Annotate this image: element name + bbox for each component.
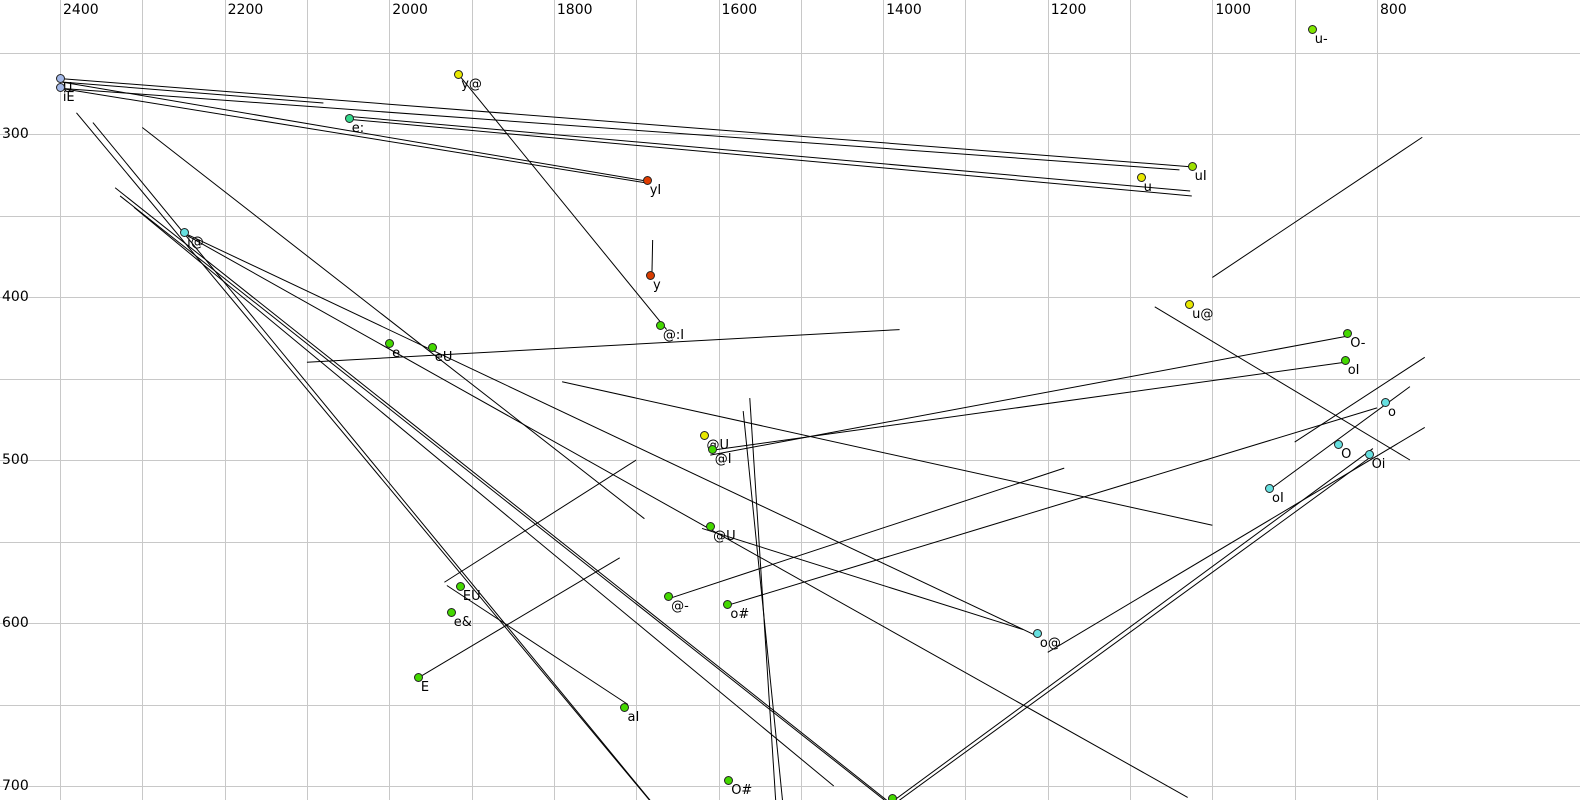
vowel-data-point[interactable] (1307, 24, 1317, 34)
x-axis-tick-label: 1600 (721, 2, 758, 18)
vowel-point-label: o@ (1039, 636, 1061, 652)
vowel-point-label: oI (1347, 362, 1360, 378)
y-axis-tick-label: 700 (2, 778, 29, 794)
vowel-data-point[interactable] (655, 321, 665, 331)
vowel-point-label: EU (462, 589, 481, 605)
vowel-point-label: u (1143, 180, 1152, 195)
vowel-data-point[interactable] (620, 702, 630, 712)
vowel-point-label: @I (714, 452, 732, 468)
vowel-point-label: u- (1314, 31, 1328, 47)
vowel-data-point[interactable] (1364, 450, 1374, 460)
vowel-point-label: y (653, 277, 661, 293)
x-axis-tick-label: 1400 (886, 2, 922, 18)
vowel-data-point[interactable] (723, 600, 733, 610)
vowel-point-label: U (62, 80, 73, 96)
y-axis-tick-label: 300 (2, 126, 29, 142)
vowel-point-label: e (392, 346, 401, 362)
vowel-data-point[interactable] (385, 339, 395, 349)
vowel-point-label: i@ (187, 235, 204, 251)
vowel-point-label: @:I (662, 328, 685, 344)
x-axis-tick-label: 1000 (1215, 2, 1252, 18)
vowel-point-label: O- (1350, 336, 1366, 352)
vowel-point-label: y@ (461, 77, 482, 93)
vowel-point-label: o# (730, 607, 750, 623)
vowel-data-point[interactable] (707, 445, 717, 455)
vowel-data-point[interactable] (1381, 397, 1391, 407)
vowel-point-label: o (1388, 404, 1397, 420)
vowel-data-point[interactable] (888, 794, 897, 800)
vowel-data-point[interactable] (454, 70, 464, 80)
vowel-data-point[interactable] (1032, 629, 1042, 639)
vowel-data-point[interactable] (1136, 173, 1146, 182)
x-axis-tick-label: 1200 (1050, 2, 1087, 18)
vowel-point-label: E (420, 680, 430, 696)
vowel-data-point[interactable] (724, 776, 734, 786)
vowel-data-point[interactable] (706, 521, 716, 531)
vowel-point-label: @U (713, 528, 736, 544)
vowel-point-label: eU (434, 349, 453, 365)
vowel-point-label: u@ (1192, 307, 1214, 323)
vowel-data-point[interactable] (55, 83, 65, 93)
vowel-data-point[interactable] (455, 582, 465, 592)
vowel-point-label: uI (1194, 168, 1207, 184)
vowel-data-point[interactable] (664, 591, 674, 601)
vowel-point-label: e& (453, 615, 472, 631)
x-axis-tick-label: 2200 (227, 2, 264, 18)
y-axis-tick-label: 400 (2, 289, 29, 305)
vowel-data-point[interactable] (344, 114, 354, 124)
vowel-data-point[interactable] (1334, 440, 1344, 450)
vowel-data-point[interactable] (646, 270, 655, 280)
vowel-data-point[interactable] (446, 608, 456, 618)
vowel-point-label: O# (731, 783, 753, 799)
vowel-data-point[interactable] (1185, 300, 1195, 310)
vowel-data-point[interactable] (1264, 484, 1274, 494)
vowel-point-label: oI (1271, 491, 1284, 507)
vowel-point-label: iE (62, 90, 75, 106)
x-axis-tick-label: 2000 (392, 2, 428, 18)
vowel-data-point[interactable] (1340, 355, 1350, 365)
x-axis-tick-label: 1800 (556, 2, 593, 18)
vowel-data-point[interactable] (1343, 329, 1353, 339)
y-axis-tick-label: 600 (2, 615, 29, 631)
vowel-data-point[interactable] (180, 228, 190, 238)
vowel-point-label: e: (351, 121, 365, 137)
vowel-point-label: aI (627, 709, 640, 725)
vowel-data-point[interactable] (1187, 161, 1197, 171)
vowel-point-label: @- (671, 598, 689, 614)
vowel-point-label: Oi (1371, 457, 1386, 473)
vowel-data-point[interactable] (699, 430, 709, 440)
vowel-data-point[interactable] (427, 342, 437, 352)
y-axis-tick-label: 500 (2, 452, 29, 468)
vowel-data-point[interactable] (413, 673, 423, 683)
vowel-data-point[interactable] (55, 73, 65, 83)
vowel-data-point[interactable] (642, 176, 652, 186)
vowel-point-label: O (1341, 447, 1352, 463)
x-axis-tick-label: 2400 (63, 2, 99, 18)
x-axis-tick-label: 800 (1380, 2, 1407, 18)
vowel-point-label: yI (649, 183, 662, 199)
